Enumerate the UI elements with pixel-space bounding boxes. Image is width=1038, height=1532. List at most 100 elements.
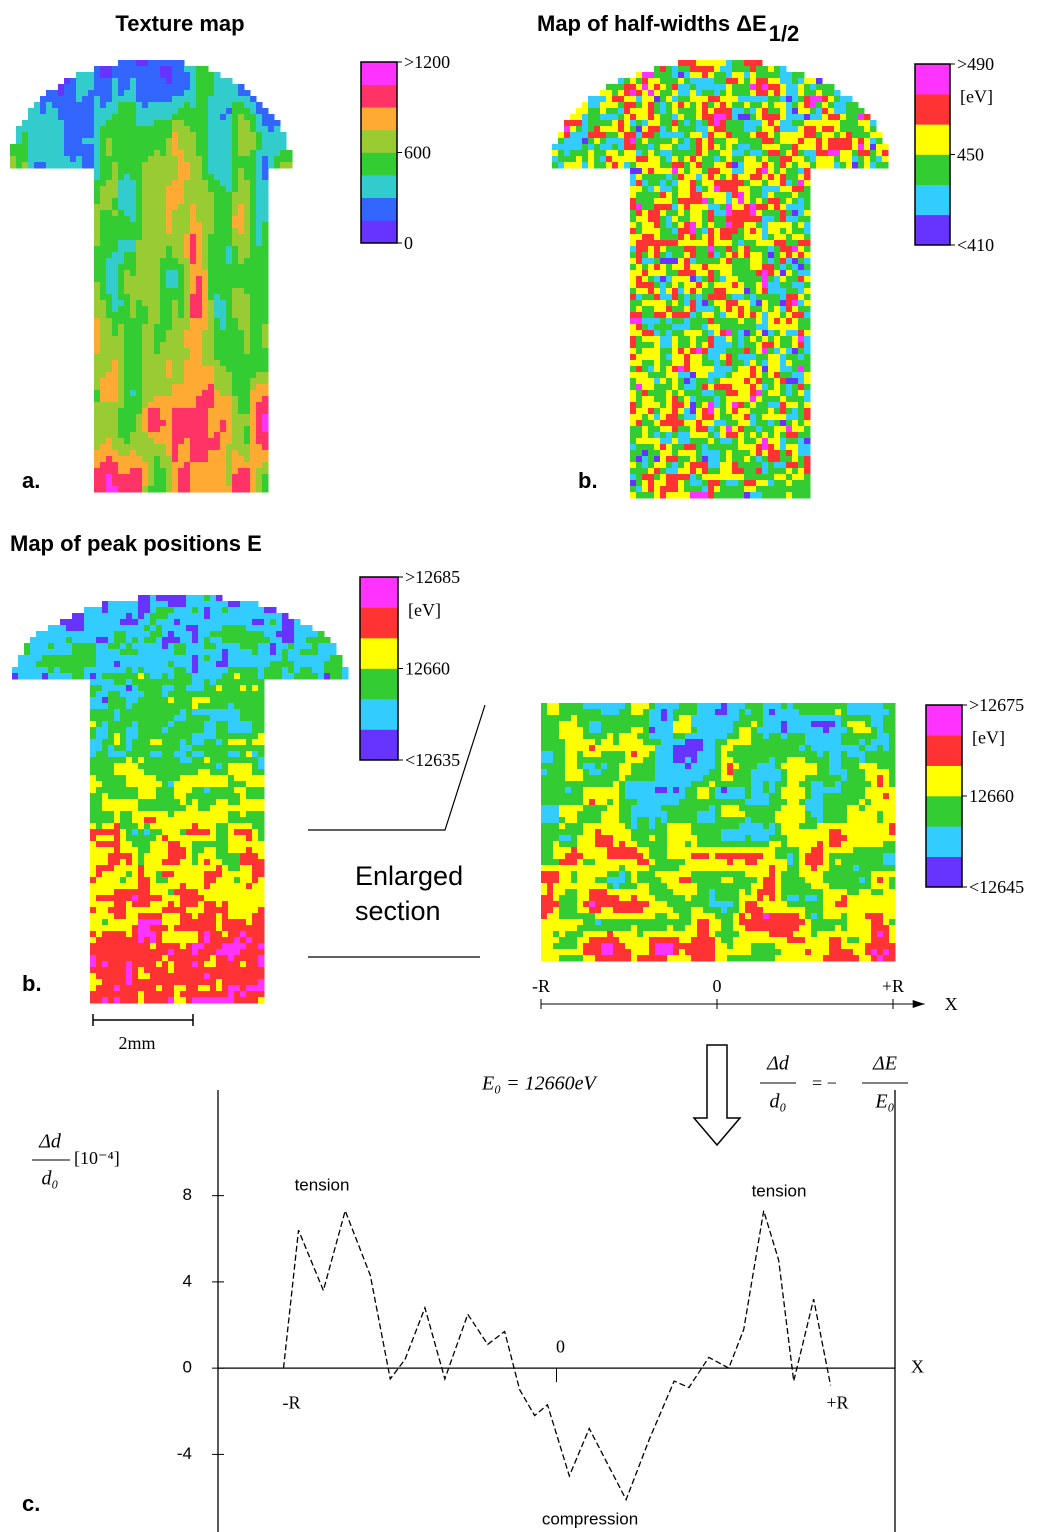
map-cell xyxy=(744,240,751,247)
map-cell xyxy=(606,138,613,145)
map-cell xyxy=(262,306,269,313)
map-cell xyxy=(46,102,53,109)
map-cell xyxy=(238,300,245,307)
map-cell xyxy=(666,474,673,481)
map-cell xyxy=(208,96,215,103)
map-cell xyxy=(816,162,823,169)
map-cell xyxy=(858,162,865,169)
map-cell xyxy=(678,162,685,169)
map-cell xyxy=(762,174,769,181)
map-cell xyxy=(132,625,139,632)
map-cell xyxy=(144,607,151,614)
map-cell xyxy=(118,174,125,181)
map-cell xyxy=(202,270,209,277)
map-cell xyxy=(262,456,269,463)
map-cell xyxy=(738,174,745,181)
map-cell xyxy=(166,324,173,331)
map-cell xyxy=(690,270,697,277)
map-cell xyxy=(34,144,41,151)
map-cell xyxy=(840,138,847,145)
map-cell xyxy=(130,330,137,337)
map-cell xyxy=(696,126,703,133)
map-cell xyxy=(214,414,221,421)
map-cell xyxy=(690,210,697,217)
map-cell xyxy=(744,342,751,349)
map-cell xyxy=(876,144,883,151)
map-cell xyxy=(648,330,655,337)
map-cell xyxy=(100,276,107,283)
map-cell xyxy=(726,162,733,169)
map-cell xyxy=(250,186,257,193)
map-cell xyxy=(256,252,263,259)
map-cell xyxy=(672,444,679,451)
map-cell xyxy=(100,336,107,343)
map-cell xyxy=(780,90,787,97)
map-cell xyxy=(660,318,667,325)
map-cell xyxy=(196,168,203,175)
map-cell xyxy=(756,282,763,289)
map-cell xyxy=(222,631,229,638)
map-cell xyxy=(136,78,143,85)
map-cell xyxy=(720,294,727,301)
map-cell xyxy=(106,150,113,157)
map-cell xyxy=(136,396,143,403)
map-cell xyxy=(208,384,215,391)
map-cell xyxy=(714,108,721,115)
map-cell xyxy=(232,342,239,349)
map-cell xyxy=(732,60,739,67)
map-cell xyxy=(804,474,811,481)
map-cell xyxy=(762,222,769,229)
map-cell xyxy=(684,426,691,433)
map-cell xyxy=(124,102,131,109)
map-cell xyxy=(214,246,221,253)
map-cell xyxy=(166,264,173,271)
map-cell xyxy=(286,156,293,163)
map-cell xyxy=(672,372,679,379)
map-cell xyxy=(166,348,173,355)
map-cell xyxy=(846,150,853,157)
map-cell xyxy=(756,318,763,325)
map-cell xyxy=(636,336,643,343)
map-cell xyxy=(606,144,613,151)
map-cell xyxy=(702,174,709,181)
map-cell xyxy=(22,156,29,163)
map-cell xyxy=(238,342,245,349)
map-cell xyxy=(654,258,661,265)
map-cell xyxy=(46,90,53,97)
map-cell xyxy=(136,438,143,445)
map-cell xyxy=(148,264,155,271)
map-cell xyxy=(780,72,787,79)
map-cell xyxy=(16,144,23,151)
map-cell xyxy=(190,456,197,463)
map-cell xyxy=(648,390,655,397)
map-cell xyxy=(720,390,727,397)
map-cell xyxy=(714,234,721,241)
map-cell xyxy=(792,432,799,439)
map-cell xyxy=(774,162,781,169)
map-cell xyxy=(648,492,655,499)
map-cell xyxy=(166,180,173,187)
map-cell xyxy=(774,330,781,337)
map-cell xyxy=(552,162,559,169)
map-cell xyxy=(696,450,703,457)
map-cell xyxy=(750,456,757,463)
map-cell xyxy=(208,390,215,397)
map-cell xyxy=(600,144,607,151)
map-cell xyxy=(112,246,119,253)
map-cell xyxy=(678,210,685,217)
map-cell xyxy=(160,132,167,139)
map-cell xyxy=(720,312,727,319)
map-cell xyxy=(786,432,793,439)
map-cell xyxy=(672,96,679,103)
map-cell xyxy=(220,210,227,217)
map-cell xyxy=(738,300,745,307)
map-cell xyxy=(684,174,691,181)
map-cell xyxy=(798,468,805,475)
map-cell xyxy=(684,486,691,493)
map-cell xyxy=(774,228,781,235)
map-cell xyxy=(232,228,239,235)
map-cell xyxy=(768,66,775,73)
map-cell xyxy=(780,324,787,331)
map-cell xyxy=(660,330,667,337)
map-cell xyxy=(834,162,841,169)
